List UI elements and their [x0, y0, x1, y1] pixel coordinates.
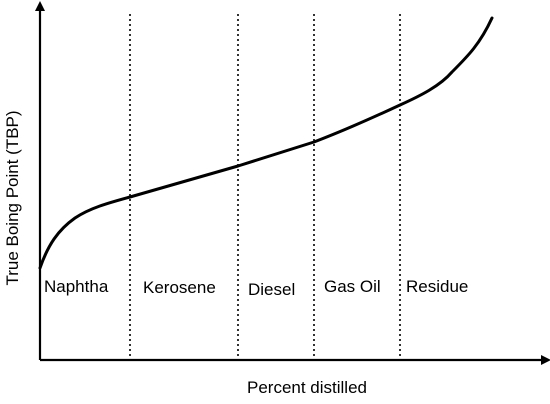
y-axis-label: True Boing Point (TBP): [3, 110, 22, 285]
tbp-curve: [38, 16, 494, 270]
region-label-residue: Residue: [406, 277, 468, 296]
region-label-naphtha: Naphtha: [44, 277, 109, 296]
region-label-kerosene: Kerosene: [143, 278, 216, 297]
region-label-gas-oil: Gas Oil: [324, 277, 381, 296]
region-label-diesel: Diesel: [248, 280, 295, 299]
x-axis-label: Percent distilled: [247, 378, 367, 397]
